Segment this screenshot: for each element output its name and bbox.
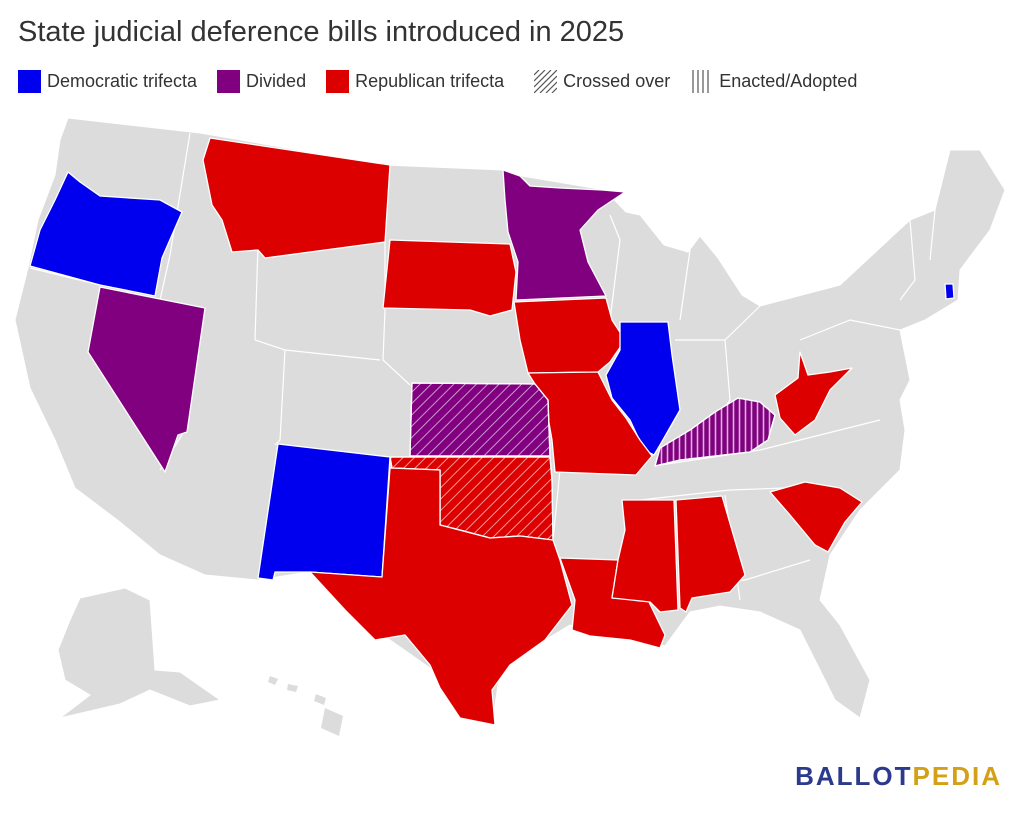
state-kansas-hatch: [409, 382, 551, 457]
state-mississippi: [611, 499, 679, 613]
legend-label-democratic: Democratic trifecta: [47, 70, 198, 91]
legend-label-divided: Divided: [246, 70, 307, 91]
state-montana: [202, 137, 391, 259]
legend-label-enacted: Enacted/Adopted: [719, 70, 858, 91]
legend-label-republican: Republican trifecta: [355, 70, 505, 91]
state-south-dakota: [382, 239, 517, 317]
logo-pedia: PEDIA: [912, 761, 1002, 791]
legend-swatch-divided: [217, 69, 241, 93]
page-title: State judicial deference bills introduce…: [18, 16, 625, 48]
state-rhode-island: [944, 283, 955, 300]
legend-swatch-democratic: [18, 69, 41, 93]
state-new-mexico: [257, 443, 391, 581]
legend: Democratic trifecta Divided Republican t…: [18, 68, 877, 94]
state-oregon: [29, 171, 183, 297]
state-iowa: [513, 297, 626, 374]
state-texas: [309, 467, 573, 726]
us-map: [14, 117, 1006, 736]
legend-label-crossed-over: Crossed over: [563, 70, 671, 91]
legend-swatch-enacted: [692, 69, 709, 93]
legend-swatch-republican: [326, 69, 350, 93]
state-alabama: [675, 495, 746, 613]
legend-item-democratic: Democratic trifecta: [18, 69, 198, 93]
state-nevada: [87, 286, 206, 473]
state-missouri: [527, 371, 653, 476]
logo-ballot: BALLOT: [795, 761, 913, 791]
state-west-virginia: [774, 351, 853, 436]
alaska: [57, 587, 222, 719]
ballotpedia-logo: BALLOTPEDIA: [795, 761, 1002, 792]
state-minnesota: [502, 169, 626, 301]
legend-item-republican: Republican trifecta: [326, 69, 505, 93]
state-kentucky-hatch: [654, 397, 776, 467]
state-south-carolina: [769, 481, 863, 553]
hawaii: [268, 676, 343, 736]
legend-swatch-crossed-over: [534, 69, 558, 93]
legend-item-divided: Divided: [217, 69, 307, 93]
legend-item-enacted: Enacted/Adopted: [690, 69, 858, 93]
legend-item-crossed-over: Crossed over: [534, 69, 671, 93]
